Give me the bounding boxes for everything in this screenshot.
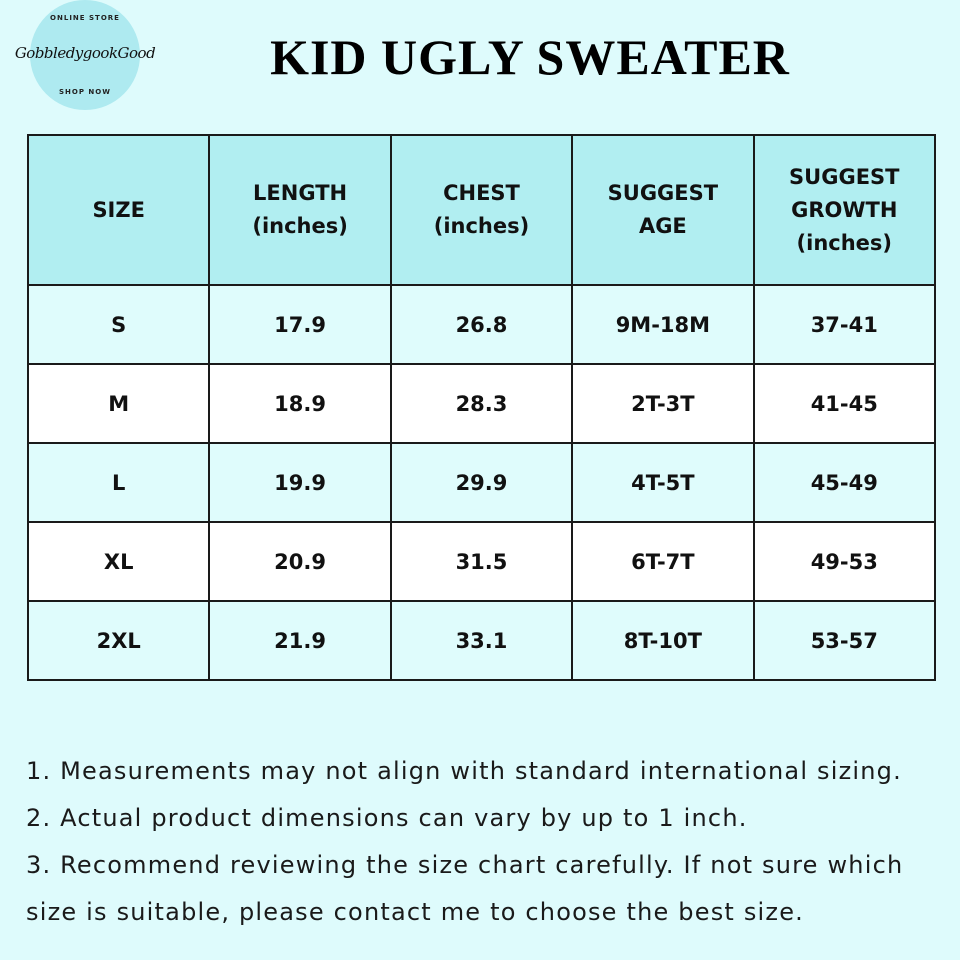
page-title: KID UGLY SWEATER: [270, 29, 790, 85]
table-cell: 21.9: [208, 600, 392, 681]
table-cell: 4T-5T: [571, 442, 755, 523]
column-header: LENGTH (inches): [208, 134, 392, 286]
table-cell: 49-53: [752, 521, 937, 602]
table-row: M 18.9 28.3 2T-3T 41-45: [26, 363, 937, 444]
table-cell: 53-57: [752, 600, 937, 681]
logo-script-text: GobbledygookGood: [14, 44, 156, 62]
table-cell: 18.9: [208, 363, 392, 444]
table-cell: 8T-10T: [571, 600, 755, 681]
column-header: SUGGEST AGE: [571, 134, 755, 286]
table-header-row: SIZE LENGTH (inches) CHEST (inches) SUGGEST AG…: [26, 134, 937, 286]
table-cell: 9M-18M: [571, 284, 755, 365]
table-cell: 2T-3T: [571, 363, 755, 444]
table-cell: 19.9: [208, 442, 392, 523]
table-cell: 29.9: [389, 442, 574, 523]
table-cell: L: [26, 442, 211, 523]
table-cell: S: [26, 284, 211, 365]
size-chart-table: SIZE LENGTH (inches) CHEST (inches) SUGGEST AG…: [26, 134, 937, 681]
note-1: 1. Measurements may not align with stand…: [26, 757, 902, 785]
column-header: SUGGEST GROWTH (inches): [752, 134, 937, 286]
table-cell: 2XL: [26, 600, 211, 681]
table-cell: 28.3: [389, 363, 574, 444]
table-cell: 26.8: [389, 284, 574, 365]
table-cell: 45-49: [752, 442, 937, 523]
table-cell: 31.5: [389, 521, 574, 602]
table-cell: 41-45: [752, 363, 937, 444]
note-3: 3. Recommend reviewing the size chart ca…: [26, 851, 904, 926]
store-logo: ONLINE STORE GobbledygookGood SHOP NOW: [15, 0, 156, 110]
table-row: S 17.9 26.8 9M-18M 37-41: [26, 284, 937, 365]
table-cell: 20.9: [208, 521, 392, 602]
table-cell: XL: [26, 521, 211, 602]
table-cell: M: [26, 363, 211, 444]
notes: 1. Measurements may not align with stand…: [26, 748, 946, 936]
table-row: L 19.9 29.9 4T-5T 45-49: [26, 442, 937, 523]
table-cell: 17.9: [208, 284, 392, 365]
note-2: 2. Actual product dimensions can vary by…: [26, 804, 748, 832]
table-row: XL 20.9 31.5 6T-7T 49-53: [26, 521, 937, 602]
table-row: 2XL 21.9 33.1 8T-10T 53-57: [26, 600, 937, 681]
column-header: SIZE: [26, 134, 211, 286]
table-cell: 33.1: [389, 600, 574, 681]
table-cell: 6T-7T: [571, 521, 755, 602]
logo-top-text: ONLINE STORE: [50, 14, 120, 22]
logo-bottom-text: SHOP NOW: [59, 88, 111, 96]
column-header: CHEST (inches): [389, 134, 574, 286]
table-cell: 37-41: [752, 284, 937, 365]
